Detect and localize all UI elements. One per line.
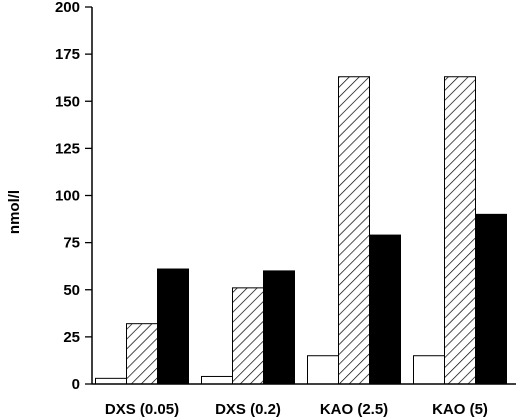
bar-black-2 — [369, 234, 401, 385]
y-ticks: 0 25 50 75 100 125 150 175 200 — [55, 0, 92, 393]
bar-hatched-1 — [232, 287, 264, 385]
bar-white-1 — [201, 375, 233, 385]
bar-hatched-2 — [338, 76, 370, 385]
y-tick-label: 100 — [55, 188, 80, 205]
bars — [95, 76, 507, 385]
y-tick-label: 0 — [72, 376, 80, 393]
y-tick-label: 25 — [63, 329, 80, 346]
y-axis-title: nmol/l — [6, 190, 23, 234]
y-tick-label: 200 — [55, 0, 80, 16]
x-tick-label: DXS (0.05) — [105, 401, 179, 418]
y-tick-label: 50 — [63, 282, 80, 299]
x-tick-labels: DXS (0.05) DXS (0.2) KAO (2.5) KAO (5) — [105, 401, 488, 418]
bar-black-3 — [475, 213, 507, 385]
y-tick-label: 175 — [55, 46, 80, 63]
y-tick-label: 75 — [63, 235, 80, 252]
x-tick-label: KAO (5) — [432, 401, 488, 418]
x-tick-label: KAO (2.5) — [320, 401, 388, 418]
bar-black-1 — [263, 270, 295, 385]
axes — [91, 7, 516, 385]
bar-white-3 — [413, 355, 445, 385]
x-tick-label: DXS (0.2) — [215, 401, 281, 418]
y-tick-label: 150 — [55, 93, 80, 110]
bar-hatched-0 — [126, 323, 158, 385]
y-tick-label: 125 — [55, 140, 80, 157]
bar-hatched-3 — [444, 76, 476, 385]
bar-white-2 — [307, 355, 339, 385]
bar-white-0 — [95, 377, 127, 385]
bar-black-0 — [157, 268, 189, 385]
